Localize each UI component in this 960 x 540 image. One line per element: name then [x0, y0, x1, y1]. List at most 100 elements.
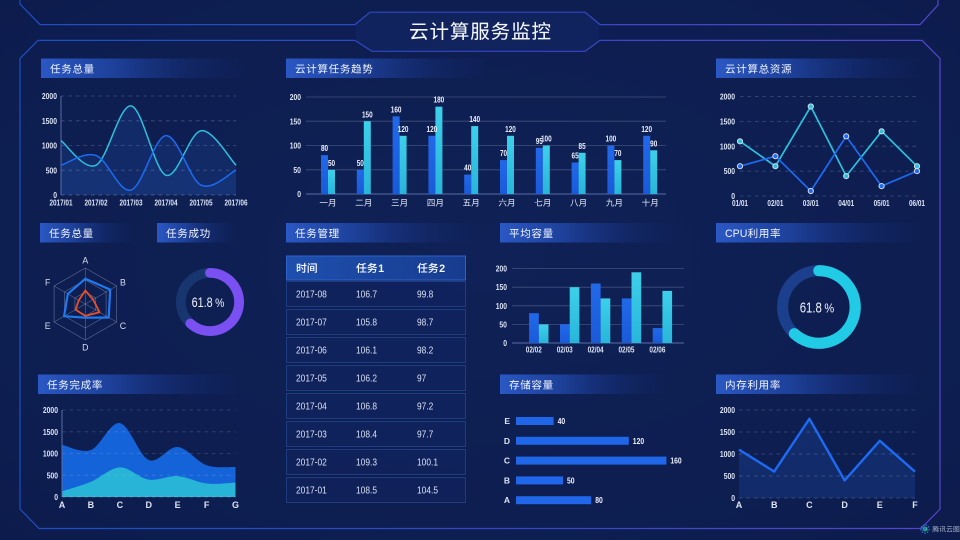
svg-text:150: 150	[290, 116, 302, 126]
svg-text:1: 1	[378, 263, 384, 275]
svg-text:65: 65	[572, 151, 580, 160]
svg-text:106.2: 106.2	[356, 373, 377, 385]
svg-text:40: 40	[464, 164, 472, 173]
svg-text:100: 100	[541, 135, 552, 144]
svg-text:1000: 1000	[720, 141, 735, 151]
svg-text:50: 50	[293, 165, 301, 175]
svg-text:A: A	[504, 495, 510, 505]
svg-text:500: 500	[724, 166, 736, 176]
svg-text:2017-05: 2017-05	[296, 373, 327, 385]
svg-text:180: 180	[434, 96, 445, 105]
svg-text:50: 50	[499, 319, 507, 329]
svg-text:A: A	[82, 256, 88, 266]
svg-text:%: %	[215, 296, 224, 310]
svg-text:160: 160	[670, 456, 682, 466]
svg-text:D: D	[82, 343, 88, 353]
svg-text:G: G	[232, 500, 239, 510]
svg-text:2000: 2000	[42, 91, 57, 101]
svg-text:CPU: CPU	[725, 228, 747, 240]
svg-text:04/01: 04/01	[838, 199, 854, 208]
svg-text:B: B	[88, 500, 95, 510]
svg-text:2000: 2000	[720, 92, 735, 102]
svg-text:150: 150	[496, 282, 508, 292]
svg-text:105.8: 105.8	[356, 317, 377, 329]
svg-text:140: 140	[469, 115, 480, 124]
svg-text:100.1: 100.1	[417, 457, 438, 469]
svg-text:C: C	[504, 456, 510, 466]
svg-text:500: 500	[724, 471, 736, 481]
svg-text:03/01: 03/01	[803, 199, 819, 208]
svg-text:2017-08: 2017-08	[296, 289, 327, 301]
svg-text:99.8: 99.8	[417, 289, 433, 301]
svg-text:2017/05: 2017/05	[189, 199, 213, 208]
svg-text:2017/04: 2017/04	[154, 199, 178, 208]
svg-text:200: 200	[290, 92, 302, 102]
svg-text:D: D	[146, 500, 153, 510]
svg-text:01/01: 01/01	[732, 199, 748, 208]
svg-text:106.7: 106.7	[356, 289, 377, 301]
svg-text:2017-03: 2017-03	[296, 429, 327, 441]
svg-text:0: 0	[53, 190, 57, 200]
svg-text:106.8: 106.8	[356, 401, 377, 413]
svg-text:02/06: 02/06	[649, 346, 665, 355]
svg-text:100: 100	[606, 135, 617, 144]
svg-text:90: 90	[650, 139, 658, 148]
svg-text:160: 160	[391, 105, 402, 114]
svg-text:C: C	[806, 500, 813, 510]
svg-text:2000: 2000	[43, 405, 58, 415]
svg-text:1500: 1500	[42, 116, 57, 126]
svg-text:104.5: 104.5	[417, 485, 438, 497]
svg-text:B: B	[771, 500, 778, 510]
svg-text:150: 150	[362, 110, 373, 119]
svg-text:61.8: 61.8	[192, 294, 213, 310]
svg-text:2000: 2000	[720, 405, 735, 415]
svg-text:2017/06: 2017/06	[224, 199, 248, 208]
svg-text:02/03: 02/03	[557, 346, 573, 355]
svg-text:500: 500	[47, 470, 59, 480]
svg-text:A: A	[736, 500, 743, 510]
svg-text:E: E	[175, 500, 181, 510]
svg-text:100: 100	[496, 301, 508, 311]
svg-text:C: C	[120, 321, 127, 331]
svg-text:1500: 1500	[720, 427, 735, 437]
svg-text:2: 2	[439, 263, 445, 275]
svg-text:108.4: 108.4	[356, 429, 377, 441]
svg-text:06/01: 06/01	[909, 199, 925, 208]
svg-text:2017/02: 2017/02	[84, 199, 108, 208]
svg-text:0: 0	[54, 492, 58, 502]
svg-text:50: 50	[567, 475, 575, 485]
svg-text:97.2: 97.2	[417, 401, 433, 413]
svg-text:D: D	[504, 436, 510, 446]
svg-text:100: 100	[290, 141, 302, 151]
svg-text:E: E	[877, 500, 883, 510]
svg-text:200: 200	[496, 264, 508, 274]
svg-text:1000: 1000	[42, 141, 57, 151]
svg-text:98.2: 98.2	[417, 345, 433, 357]
svg-text:02/05: 02/05	[619, 346, 635, 355]
svg-text:95: 95	[536, 137, 544, 146]
svg-text:2017-01: 2017-01	[296, 485, 327, 497]
svg-text:D: D	[841, 500, 848, 510]
svg-text:70: 70	[500, 149, 508, 158]
svg-text:80: 80	[321, 144, 329, 153]
svg-text:02/01: 02/01	[767, 199, 783, 208]
svg-text:C: C	[117, 500, 124, 510]
svg-text:120: 120	[633, 436, 645, 446]
svg-text:80: 80	[595, 495, 603, 505]
svg-text:1500: 1500	[720, 116, 735, 126]
svg-text:109.3: 109.3	[356, 457, 377, 469]
svg-text:B: B	[120, 277, 126, 287]
svg-text:106.1: 106.1	[356, 345, 377, 357]
svg-text:40: 40	[558, 416, 566, 426]
svg-text:97.7: 97.7	[417, 429, 433, 441]
svg-text:0: 0	[731, 493, 735, 503]
svg-text:98.7: 98.7	[417, 317, 433, 329]
svg-text:02/02: 02/02	[526, 346, 542, 355]
svg-text:0: 0	[297, 189, 301, 199]
svg-text:500: 500	[46, 165, 58, 175]
svg-text:120: 120	[641, 125, 652, 134]
svg-text:1000: 1000	[43, 449, 58, 459]
svg-text:A: A	[59, 500, 66, 510]
svg-text:108.5: 108.5	[356, 485, 377, 497]
svg-text:F: F	[204, 500, 210, 510]
